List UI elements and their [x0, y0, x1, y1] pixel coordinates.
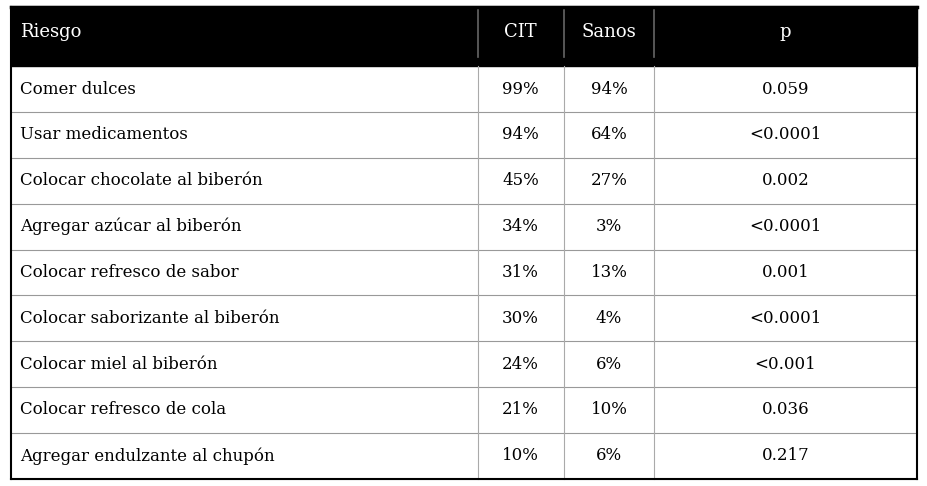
Text: 4%: 4%: [595, 310, 621, 327]
Text: <0.0001: <0.0001: [748, 218, 820, 235]
Bar: [11, 158, 916, 204]
Text: 0.002: 0.002: [761, 173, 808, 190]
Text: 10%: 10%: [502, 447, 539, 464]
Bar: [11, 341, 916, 387]
Bar: [11, 112, 916, 158]
Text: 0.217: 0.217: [761, 447, 808, 464]
Text: 94%: 94%: [590, 81, 627, 98]
Text: 13%: 13%: [590, 264, 627, 281]
Text: 3%: 3%: [595, 218, 621, 235]
Text: Sanos: Sanos: [581, 23, 636, 41]
Text: 0.059: 0.059: [761, 81, 808, 98]
Text: 99%: 99%: [502, 81, 539, 98]
Text: Colocar chocolate al biberón: Colocar chocolate al biberón: [20, 173, 262, 190]
Text: Colocar refresco de sabor: Colocar refresco de sabor: [20, 264, 239, 281]
Bar: [11, 387, 916, 433]
Text: 34%: 34%: [502, 218, 539, 235]
Text: 27%: 27%: [590, 173, 627, 190]
Text: Colocar refresco de cola: Colocar refresco de cola: [20, 401, 226, 418]
Bar: [11, 295, 916, 341]
Text: 64%: 64%: [590, 126, 627, 143]
Text: Colocar miel al biberón: Colocar miel al biberón: [20, 356, 218, 373]
Text: Colocar saborizante al biberón: Colocar saborizante al biberón: [20, 310, 280, 327]
Text: Riesgo: Riesgo: [20, 23, 82, 41]
Bar: [11, 57, 916, 66]
Text: p: p: [779, 23, 791, 41]
Bar: [11, 7, 916, 57]
Text: 45%: 45%: [502, 173, 539, 190]
Text: 6%: 6%: [595, 447, 621, 464]
Text: 21%: 21%: [502, 401, 539, 418]
Text: Agregar azúcar al biberón: Agregar azúcar al biberón: [20, 218, 242, 235]
Text: 0.036: 0.036: [761, 401, 808, 418]
Text: 30%: 30%: [502, 310, 539, 327]
Text: <0.0001: <0.0001: [748, 126, 820, 143]
Text: 6%: 6%: [595, 356, 621, 373]
Text: Agregar endulzante al chupón: Agregar endulzante al chupón: [20, 447, 274, 465]
Bar: [11, 66, 916, 112]
Text: <0.0001: <0.0001: [748, 310, 820, 327]
Text: 0.001: 0.001: [761, 264, 808, 281]
Bar: [11, 433, 916, 479]
Bar: [11, 204, 916, 249]
Text: 31%: 31%: [502, 264, 539, 281]
Bar: [11, 249, 916, 295]
Text: 10%: 10%: [590, 401, 627, 418]
Text: 94%: 94%: [502, 126, 539, 143]
Text: 24%: 24%: [502, 356, 539, 373]
Text: Comer dulces: Comer dulces: [20, 81, 136, 98]
Text: Usar medicamentos: Usar medicamentos: [20, 126, 188, 143]
Text: <0.001: <0.001: [754, 356, 816, 373]
Text: CIT: CIT: [503, 23, 537, 41]
